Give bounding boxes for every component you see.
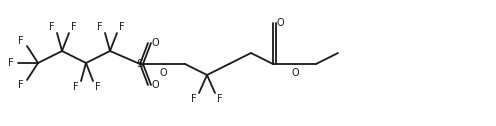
- Text: F: F: [191, 94, 197, 104]
- Text: O: O: [151, 80, 159, 90]
- Text: F: F: [95, 82, 101, 92]
- Text: F: F: [217, 94, 223, 104]
- Text: F: F: [8, 58, 14, 68]
- Text: F: F: [18, 36, 24, 46]
- Text: O: O: [151, 38, 159, 48]
- Text: O: O: [276, 18, 284, 28]
- Text: F: F: [71, 22, 77, 32]
- Text: F: F: [97, 22, 103, 32]
- Text: F: F: [73, 82, 79, 92]
- Text: O: O: [291, 68, 299, 78]
- Text: S: S: [136, 59, 143, 69]
- Text: F: F: [119, 22, 125, 32]
- Text: O: O: [159, 68, 167, 78]
- Text: F: F: [49, 22, 55, 32]
- Text: F: F: [18, 80, 24, 90]
